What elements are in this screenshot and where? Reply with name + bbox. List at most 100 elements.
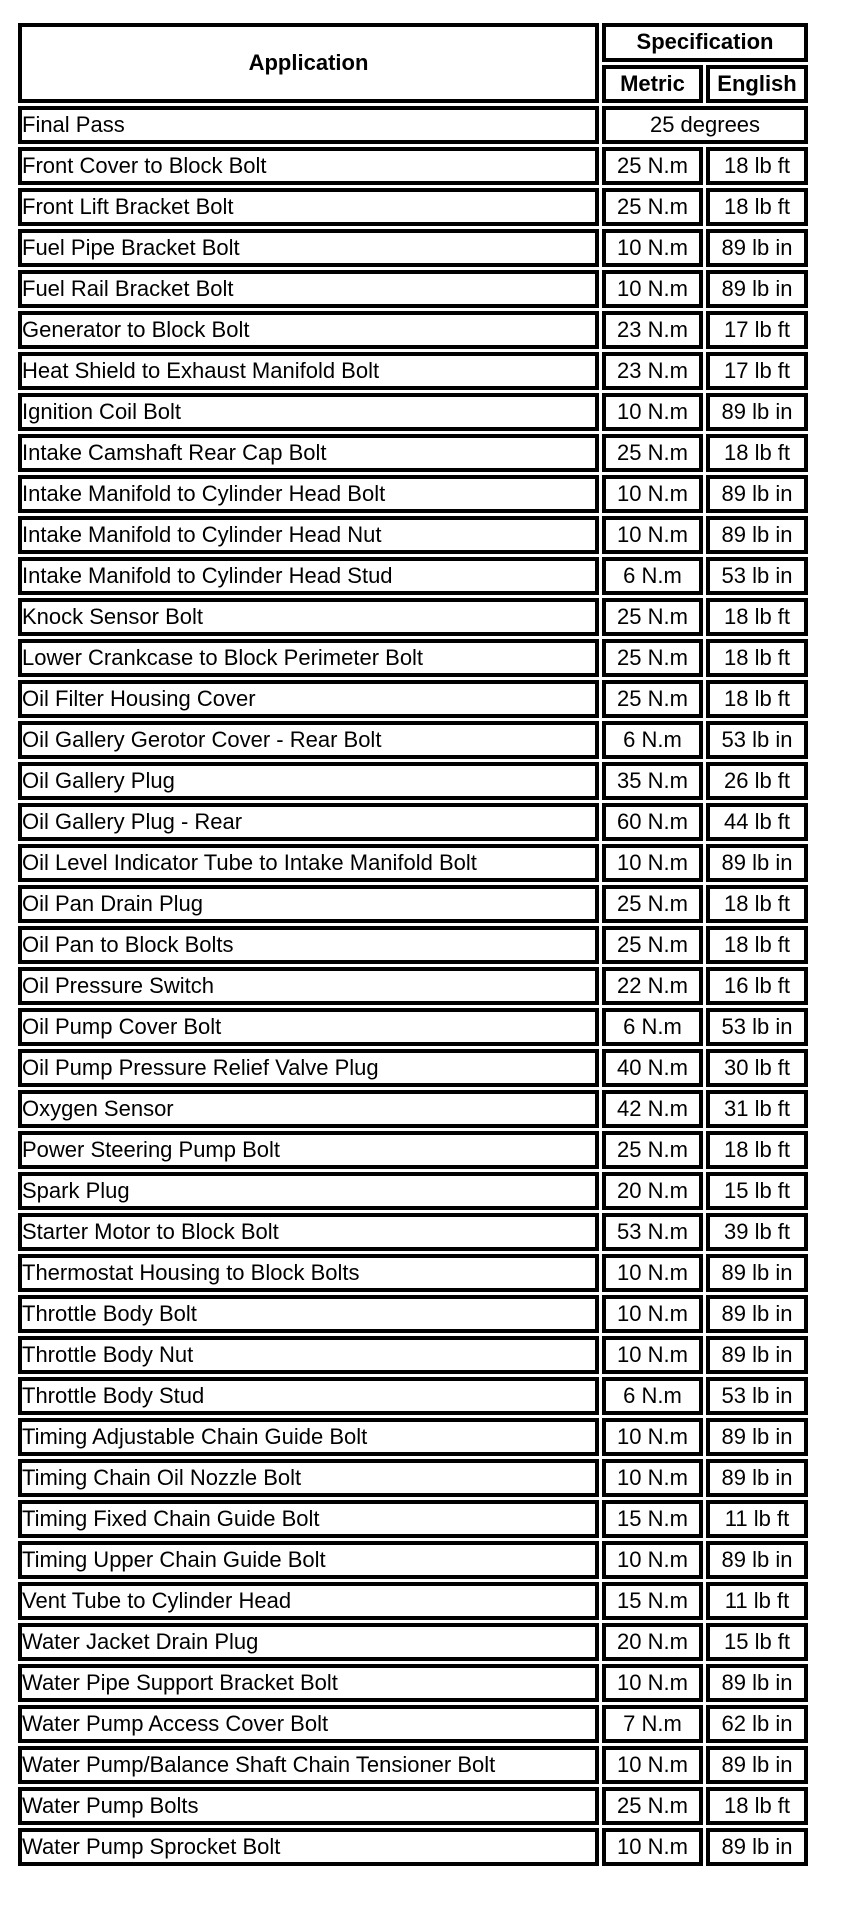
table-row: Oil Pump Cover Bolt 6 N.m 53 lb in [18,1008,809,1046]
application-cell: Final Pass [18,106,599,144]
metric-value-cell: 20 N.m [602,1623,703,1661]
english-value-cell: 53 lb in [706,557,809,595]
metric-value-cell: 6 N.m [602,1008,703,1046]
english-value-cell: 26 lb ft [706,762,809,800]
metric-value-cell: 15 N.m [602,1582,703,1620]
application-cell: Oil Pump Cover Bolt [18,1008,599,1046]
application-cell: Knock Sensor Bolt [18,598,599,636]
english-value-cell: 89 lb in [706,1541,809,1579]
metric-value-cell: 22 N.m [602,967,703,1005]
application-cell: Oil Filter Housing Cover [18,680,599,718]
english-value-cell: 16 lb ft [706,967,809,1005]
application-cell: Power Steering Pump Bolt [18,1131,599,1169]
english-value-cell: 89 lb in [706,393,809,431]
application-cell: Starter Motor to Block Bolt [18,1213,599,1251]
table-row: Ignition Coil Bolt 10 N.m 89 lb in [18,393,809,431]
english-value-cell: 89 lb in [706,516,809,554]
application-cell: Thermostat Housing to Block Bolts [18,1254,599,1292]
metric-value-cell: 6 N.m [602,557,703,595]
metric-value-cell: 10 N.m [602,1418,703,1456]
table-row: Intake Manifold to Cylinder Head Nut 10 … [18,516,809,554]
english-value-cell: 17 lb ft [706,311,809,349]
application-cell: Water Pump Bolts [18,1787,599,1825]
application-cell: Lower Crankcase to Block Perimeter Bolt [18,639,599,677]
table-row: Intake Manifold to Cylinder Head Bolt 10… [18,475,809,513]
english-value-cell: 89 lb in [706,229,809,267]
metric-value-cell: 10 N.m [602,475,703,513]
table-row: Starter Motor to Block Bolt 53 N.m 39 lb… [18,1213,809,1251]
metric-value-cell: 15 N.m [602,1500,703,1538]
application-cell: Water Jacket Drain Plug [18,1623,599,1661]
table-row: Oil Pan to Block Bolts 25 N.m 18 lb ft [18,926,809,964]
metric-value-cell: 20 N.m [602,1172,703,1210]
header-row-1: Application Specification [18,23,809,103]
table-row: Throttle Body Nut 10 N.m 89 lb in [18,1336,809,1374]
application-cell: Front Lift Bracket Bolt [18,188,599,226]
english-value-cell: 18 lb ft [706,926,809,964]
table-row: Generator to Block Bolt 23 N.m 17 lb ft [18,311,809,349]
table-row: Front Lift Bracket Bolt 25 N.m 18 lb ft [18,188,809,226]
table-row: Water Pump Bolts 25 N.m 18 lb ft [18,1787,809,1825]
application-cell: Oil Pan to Block Bolts [18,926,599,964]
application-cell: Fuel Pipe Bracket Bolt [18,229,599,267]
english-value-cell: 89 lb in [706,270,809,308]
application-cell: Vent Tube to Cylinder Head [18,1582,599,1620]
table-row: Timing Adjustable Chain Guide Bolt 10 N.… [18,1418,809,1456]
application-cell: Fuel Rail Bracket Bolt [18,270,599,308]
application-cell: Intake Manifold to Cylinder Head Bolt [18,475,599,513]
metric-value-cell: 35 N.m [602,762,703,800]
english-value-cell: 31 lb ft [706,1090,809,1128]
header-row-2: Metric English [18,65,809,103]
metric-value-cell: 10 N.m [602,1459,703,1497]
application-cell: Timing Adjustable Chain Guide Bolt [18,1418,599,1456]
table-body: Final Pass 25 degrees Front Cover to Blo… [18,106,809,1866]
application-cell: Throttle Body Bolt [18,1295,599,1333]
english-value-cell: 18 lb ft [706,1131,809,1169]
english-value-cell: 11 lb ft [706,1500,809,1538]
english-value-cell: 89 lb in [706,844,809,882]
english-value-cell: 39 lb ft [706,1213,809,1251]
table-row: Fuel Rail Bracket Bolt 10 N.m 89 lb in [18,270,809,308]
metric-value-cell: 25 N.m [602,1131,703,1169]
table-row: Water Pump Sprocket Bolt 10 N.m 89 lb in [18,1828,809,1866]
english-value-cell: 30 lb ft [706,1049,809,1087]
application-cell: Throttle Body Nut [18,1336,599,1374]
english-value-cell: 89 lb in [706,475,809,513]
metric-value-cell: 25 N.m [602,885,703,923]
metric-value-cell: 60 N.m [602,803,703,841]
table-row: Water Pump/Balance Shaft Chain Tensioner… [18,1746,809,1784]
table-row: Oil Gallery Gerotor Cover - Rear Bolt 6 … [18,721,809,759]
metric-value-cell: 10 N.m [602,1541,703,1579]
application-cell: Oil Pressure Switch [18,967,599,1005]
application-cell: Timing Upper Chain Guide Bolt [18,1541,599,1579]
metric-value-cell: 10 N.m [602,844,703,882]
metric-value-cell: 42 N.m [602,1090,703,1128]
metric-value-cell: 10 N.m [602,1295,703,1333]
table-row: Intake Camshaft Rear Cap Bolt 25 N.m 18 … [18,434,809,472]
application-column-header: Application [18,23,599,103]
english-value-cell: 11 lb ft [706,1582,809,1620]
table-row: Oil Pump Pressure Relief Valve Plug 40 N… [18,1049,809,1087]
application-cell: Heat Shield to Exhaust Manifold Bolt [18,352,599,390]
table-row: Oil Level Indicator Tube to Intake Manif… [18,844,809,882]
application-cell: Throttle Body Stud [18,1377,599,1415]
table-row: Throttle Body Stud 6 N.m 53 lb in [18,1377,809,1415]
application-cell: Front Cover to Block Bolt [18,147,599,185]
table-row: Front Cover to Block Bolt 25 N.m 18 lb f… [18,147,809,185]
metric-column-header: Metric [602,65,703,103]
application-cell: Water Pipe Support Bracket Bolt [18,1664,599,1702]
metric-value-cell: 10 N.m [602,393,703,431]
table-row: Water Jacket Drain Plug 20 N.m 15 lb ft [18,1623,809,1661]
table-row: Water Pipe Support Bracket Bolt 10 N.m 8… [18,1664,809,1702]
application-cell: Spark Plug [18,1172,599,1210]
english-value-cell: 18 lb ft [706,434,809,472]
table-row: Timing Chain Oil Nozzle Bolt 10 N.m 89 l… [18,1459,809,1497]
metric-value-cell: 53 N.m [602,1213,703,1251]
table-row: Intake Manifold to Cylinder Head Stud 6 … [18,557,809,595]
application-cell: Oil Pan Drain Plug [18,885,599,923]
table-row: Oil Filter Housing Cover 25 N.m 18 lb ft [18,680,809,718]
metric-value-cell: 10 N.m [602,516,703,554]
english-value-cell: 89 lb in [706,1254,809,1292]
table-row: Spark Plug 20 N.m 15 lb ft [18,1172,809,1210]
